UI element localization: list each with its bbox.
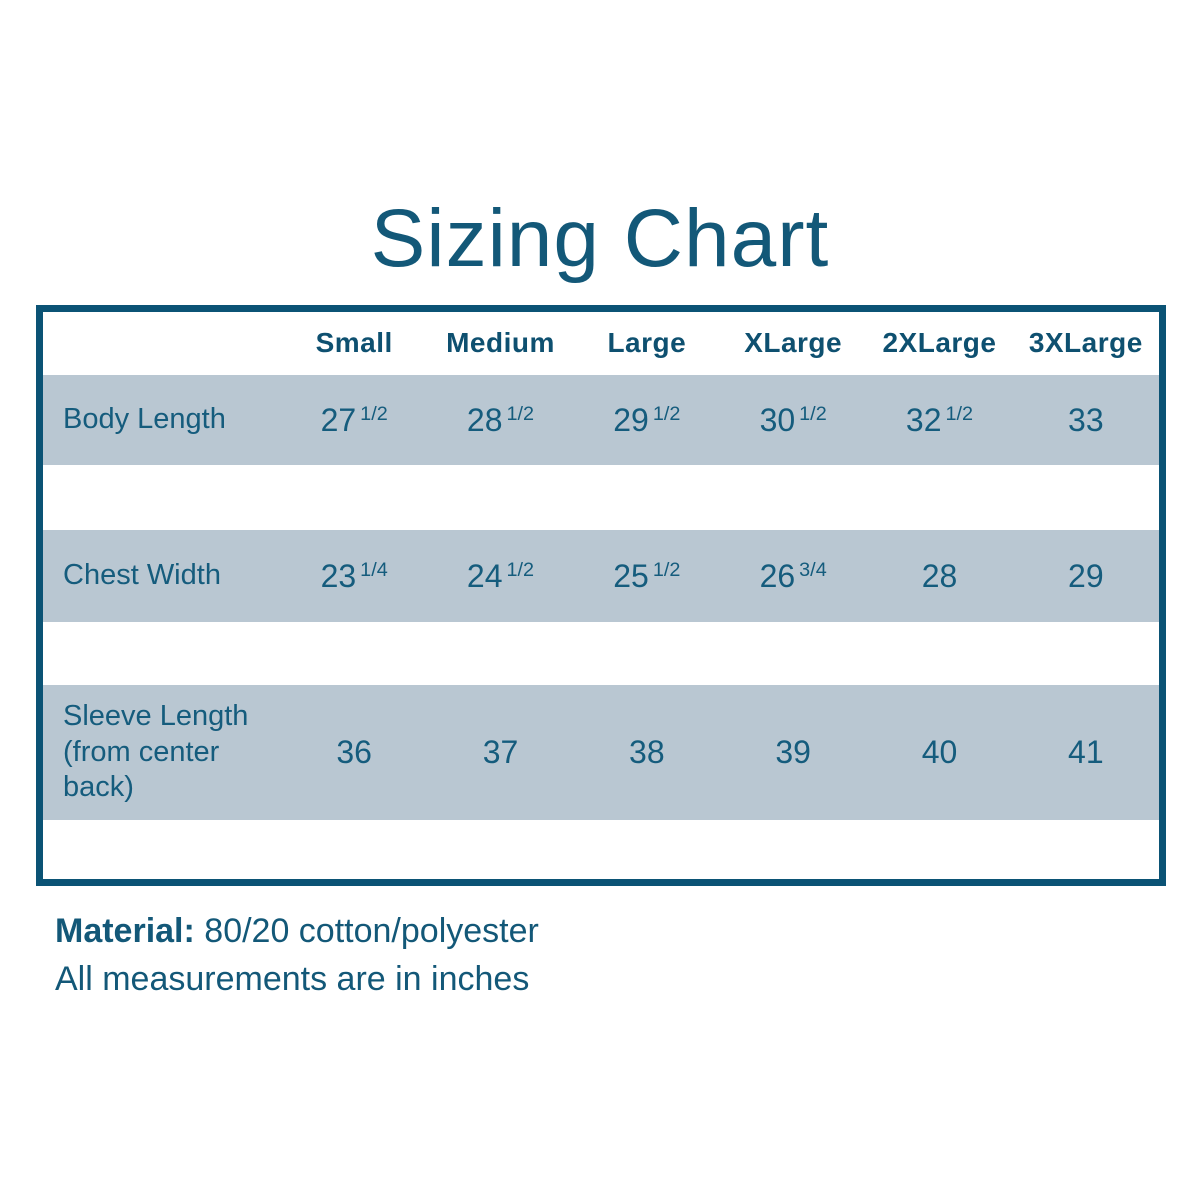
fraction-superscript: 1/2 — [506, 559, 535, 582]
table-row-chest-width: Chest Width 23 1/4 24 1/2 25 1/2 26 3/4 28 29 — [43, 530, 1159, 622]
measurement-cell: 37 — [482, 734, 519, 771]
fraction-superscript: 3/4 — [799, 559, 827, 582]
row-divider — [43, 465, 1159, 530]
measurement-cell: 36 — [336, 734, 372, 771]
column-header-2xlarge: 2XLarge — [882, 327, 997, 359]
measurement-cell: 28 1/2 — [466, 401, 535, 438]
measurement-note: All measurements are in inches — [55, 959, 530, 998]
measurement-cell: 23 1/4 — [320, 557, 388, 594]
table-row-body-length: Body Length 27 1/2 28 1/2 29 1/2 30 1/2 32 1/2 33 — [43, 375, 1159, 465]
material-value: 80/20 cotton/polyester — [204, 912, 539, 950]
footer-notes: Material: 80/20 cotton/polyester All mea… — [55, 908, 539, 1003]
measurement-cell: 25 1/2 — [613, 557, 681, 594]
fraction-superscript: 1/2 — [799, 403, 827, 426]
column-header-medium: Medium — [446, 327, 555, 359]
sizing-table: Small Medium Large XLarge 2XLarge 3XLarge Bod… — [36, 305, 1166, 886]
column-header-xlarge: XLarge — [744, 327, 843, 359]
measurement-cell: 26 3/4 — [759, 557, 827, 594]
table-header-row: Small Medium Large XLarge 2XLarge 3XLarge — [43, 312, 1159, 375]
measurement-cell: 39 — [775, 734, 811, 771]
fraction-superscript: 1/2 — [506, 403, 535, 426]
column-header-3xlarge: 3XLarge — [1028, 327, 1143, 359]
fraction-superscript: 1/2 — [652, 559, 681, 582]
measurement-cell: 32 1/2 — [905, 401, 974, 438]
column-header-small: Small — [315, 327, 393, 359]
material-line: Material: 80/20 cotton/polyester — [55, 908, 539, 956]
page-title: Sizing Chart — [370, 193, 830, 284]
table-row-sleeve-length: Sleeve Length (from center back) 36 37 38 39… — [43, 685, 1159, 820]
row-label: Body Length — [63, 403, 226, 436]
row-divider — [43, 622, 1159, 685]
measurement-cell: 30 1/2 — [759, 401, 827, 438]
measurement-cell: 24 1/2 — [466, 557, 535, 594]
measurement-cell: 40 — [921, 734, 958, 771]
fraction-superscript: 1/2 — [360, 403, 388, 426]
measurement-cell: 38 — [629, 734, 665, 771]
fraction-superscript: 1/4 — [360, 559, 388, 582]
measurement-cell: 33 — [1068, 401, 1104, 438]
measurement-cell: 41 — [1068, 734, 1104, 771]
material-label: Material: — [55, 912, 195, 950]
column-header-large: Large — [607, 327, 687, 359]
measurement-cell: 28 — [921, 557, 958, 594]
fraction-superscript: 1/2 — [652, 403, 681, 426]
measurement-cell: 29 — [1068, 557, 1104, 594]
row-label: Sleeve Length (from center back) — [63, 700, 249, 804]
measurement-cell: 27 1/2 — [320, 401, 388, 438]
measurement-cell: 29 1/2 — [613, 401, 681, 438]
row-label: Chest Width — [63, 559, 221, 592]
fraction-superscript: 1/2 — [945, 403, 974, 426]
